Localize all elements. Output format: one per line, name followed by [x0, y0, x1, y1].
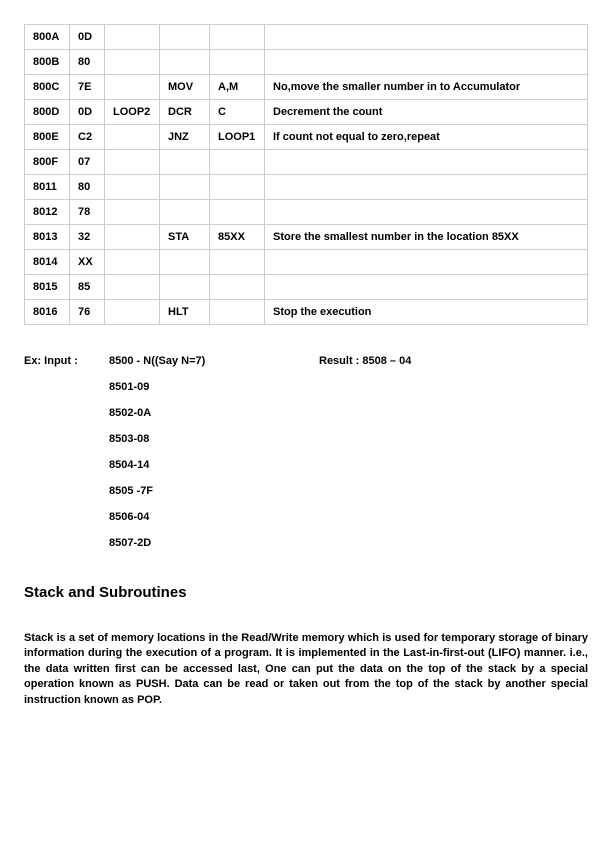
cell-description: If count not equal to zero,repeat	[265, 125, 588, 150]
table-row: 8015 85	[25, 275, 588, 300]
cell-opcode: 32	[70, 225, 105, 250]
cell-description	[265, 175, 588, 200]
table-row: 8013 32 STA 85XX Store the smallest numb…	[25, 225, 588, 250]
cell-address: 800F	[25, 150, 70, 175]
cell-description: Decrement the count	[265, 100, 588, 125]
cell-opcode: XX	[70, 250, 105, 275]
cell-opcode: 7E	[70, 75, 105, 100]
table-row: 800F 07	[25, 150, 588, 175]
cell-address: 800C	[25, 75, 70, 100]
cell-address: 8016	[25, 300, 70, 325]
instruction-table: 800A 0D 800B 80 800C 7E MOV A,M No,move …	[24, 24, 588, 325]
table-row: 8011 80	[25, 175, 588, 200]
body-paragraph: Stack is a set of memory locations in th…	[24, 631, 588, 708]
cell-mnemonic	[160, 200, 210, 225]
cell-label	[105, 75, 160, 100]
cell-address: 800D	[25, 100, 70, 125]
cell-operand: C	[210, 100, 265, 125]
cell-opcode: 0D	[70, 100, 105, 125]
table-row: 800C 7E MOV A,M No,move the smaller numb…	[25, 75, 588, 100]
cell-mnemonic	[160, 175, 210, 200]
cell-label	[105, 125, 160, 150]
example-result: Result : 8508 – 04	[319, 355, 588, 367]
table-row: 800A 0D	[25, 25, 588, 50]
example-label: Ex: Input :	[24, 355, 109, 367]
cell-label	[105, 250, 160, 275]
cell-mnemonic	[160, 250, 210, 275]
cell-mnemonic	[160, 150, 210, 175]
example-row: Ex: Input : 8500 - N((Say N=7) Result : …	[24, 355, 588, 367]
cell-label: LOOP2	[105, 100, 160, 125]
cell-mnemonic	[160, 275, 210, 300]
cell-mnemonic: HLT	[160, 300, 210, 325]
cell-label	[105, 225, 160, 250]
cell-description	[265, 275, 588, 300]
cell-label	[105, 275, 160, 300]
cell-label	[105, 50, 160, 75]
cell-mnemonic	[160, 50, 210, 75]
cell-opcode: C2	[70, 125, 105, 150]
cell-address: 8014	[25, 250, 70, 275]
cell-opcode: 07	[70, 150, 105, 175]
cell-description: Store the smallest number in the locatio…	[265, 225, 588, 250]
cell-opcode: 76	[70, 300, 105, 325]
example-input: 8502-0A	[109, 407, 588, 419]
cell-label	[105, 300, 160, 325]
example-input: 8503-08	[109, 433, 588, 445]
cell-description	[265, 200, 588, 225]
cell-label	[105, 175, 160, 200]
cell-address: 800B	[25, 50, 70, 75]
cell-label	[105, 200, 160, 225]
cell-address: 8015	[25, 275, 70, 300]
cell-address: 8011	[25, 175, 70, 200]
example-input: 8507-2D	[109, 537, 588, 549]
cell-description	[265, 50, 588, 75]
cell-label	[105, 150, 160, 175]
cell-mnemonic: JNZ	[160, 125, 210, 150]
cell-operand	[210, 275, 265, 300]
cell-description: Stop the execution	[265, 300, 588, 325]
cell-description: No,move the smaller number in to Accumul…	[265, 75, 588, 100]
cell-operand	[210, 150, 265, 175]
cell-operand: LOOP1	[210, 125, 265, 150]
table-row: 800E C2 JNZ LOOP1 If count not equal to …	[25, 125, 588, 150]
example-section: Ex: Input : 8500 - N((Say N=7) Result : …	[24, 355, 588, 549]
cell-description	[265, 150, 588, 175]
cell-address: 800E	[25, 125, 70, 150]
cell-label	[105, 25, 160, 50]
cell-address: 8012	[25, 200, 70, 225]
cell-operand	[210, 25, 265, 50]
cell-operand: A,M	[210, 75, 265, 100]
cell-opcode: 85	[70, 275, 105, 300]
example-input: 8506-04	[109, 511, 588, 523]
section-heading: Stack and Subroutines	[24, 584, 588, 601]
cell-mnemonic: STA	[160, 225, 210, 250]
cell-mnemonic: MOV	[160, 75, 210, 100]
example-input: 8504-14	[109, 459, 588, 471]
table-row: 800B 80	[25, 50, 588, 75]
cell-opcode: 80	[70, 50, 105, 75]
example-input: 8500 - N((Say N=7)	[109, 355, 319, 367]
table-row: 8012 78	[25, 200, 588, 225]
cell-operand	[210, 200, 265, 225]
cell-operand: 85XX	[210, 225, 265, 250]
cell-description	[265, 250, 588, 275]
cell-address: 800A	[25, 25, 70, 50]
example-input: 8505 -7F	[109, 485, 588, 497]
cell-operand	[210, 175, 265, 200]
example-input: 8501-09	[109, 381, 588, 393]
cell-description	[265, 25, 588, 50]
cell-mnemonic: DCR	[160, 100, 210, 125]
table-row: 800D 0D LOOP2 DCR C Decrement the count	[25, 100, 588, 125]
cell-operand	[210, 250, 265, 275]
cell-operand	[210, 300, 265, 325]
cell-opcode: 0D	[70, 25, 105, 50]
cell-opcode: 78	[70, 200, 105, 225]
table-row: 8016 76 HLT Stop the execution	[25, 300, 588, 325]
cell-address: 8013	[25, 225, 70, 250]
cell-opcode: 80	[70, 175, 105, 200]
cell-mnemonic	[160, 25, 210, 50]
table-row: 8014 XX	[25, 250, 588, 275]
cell-operand	[210, 50, 265, 75]
